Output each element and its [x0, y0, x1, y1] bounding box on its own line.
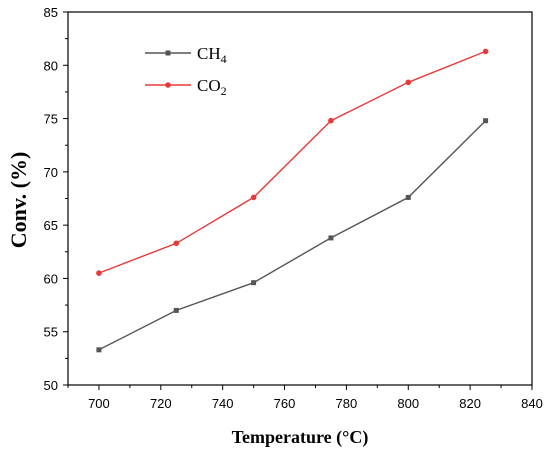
y-tick-label: 60 [44, 271, 58, 286]
x-tick-label: 800 [397, 396, 419, 411]
series-line-ch4 [98, 120, 487, 351]
legend-marker [165, 50, 171, 56]
series-line-co2 [98, 50, 486, 274]
data-point-co2 [96, 270, 102, 276]
data-point-ch4 [483, 118, 489, 124]
data-point-co2 [482, 48, 489, 55]
legend-label: CH4 [197, 44, 227, 66]
data-point-ch4 [328, 235, 334, 241]
legend-item-ch4: CH4 [145, 44, 227, 66]
x-tick-label: 840 [521, 396, 543, 411]
series-ch4 [96, 118, 489, 353]
x-tick-label: 720 [150, 396, 172, 411]
x-tick-label: 700 [88, 396, 110, 411]
data-point-ch4 [96, 347, 102, 353]
y-tick-label: 50 [44, 378, 58, 393]
y-tick-label: 65 [44, 218, 58, 233]
y-tick-label: 80 [44, 58, 58, 73]
data-point-ch4 [173, 307, 179, 313]
data-point-co2 [250, 194, 257, 201]
legend-marker [165, 82, 171, 88]
data-point-co2 [173, 240, 180, 247]
y-axis: 50 55 60 65 70 75 80 85 [44, 5, 68, 393]
series-layer [96, 48, 489, 353]
legend-item-co2: CO2 [145, 76, 227, 98]
y-tick-label: 70 [44, 165, 58, 180]
x-tick-label: 760 [274, 396, 296, 411]
data-point-co2 [405, 79, 412, 86]
x-tick-label: 780 [336, 396, 358, 411]
plot-border [67, 11, 533, 386]
data-point-co2 [328, 117, 334, 124]
data-point-ch4 [251, 280, 257, 286]
x-axis: 700 720 740 760 780 800 820 840 [67, 385, 543, 411]
y-tick-label: 85 [44, 5, 58, 20]
plot-area [67, 11, 533, 386]
y-tick-label: 75 [44, 112, 58, 127]
x-tick-label: 740 [212, 396, 234, 411]
x-axis-title: Temperature (°C) [232, 427, 369, 448]
x-tick-label: 820 [459, 396, 481, 411]
legend-label: CO2 [197, 76, 227, 98]
data-point-ch4 [405, 194, 411, 200]
series-co2 [96, 48, 489, 276]
y-axis-title: Conv. (%) [6, 152, 31, 249]
y-tick-label: 55 [44, 325, 58, 340]
